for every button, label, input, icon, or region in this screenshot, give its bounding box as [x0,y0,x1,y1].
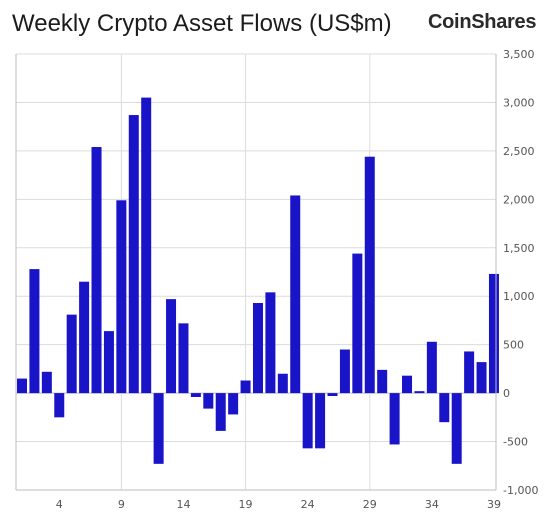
bar [240,380,251,394]
axis-layer: -1,000 -500 0 500 1,000 1,500 2,000 2,500 3,000 3… [15,48,538,511]
x-tick-label: 19 [239,498,253,511]
bar [476,362,487,394]
bar [29,269,40,394]
bar [91,147,102,394]
grid-layer [16,53,496,491]
bar [290,195,301,394]
bar [464,351,475,394]
bar [141,97,152,394]
y-tick-label: 3,000 [503,96,535,109]
bar [277,373,288,394]
y-tick-label: -1,000 [503,484,538,497]
bar [252,303,263,394]
bar [352,253,363,394]
bar-layer [17,97,499,464]
y-tick-label: 1,000 [503,290,535,303]
bar [178,323,189,394]
bar [451,393,462,464]
bar [128,115,139,394]
x-tick-label: 29 [363,498,377,511]
bar [79,281,90,394]
y-tick-label: -500 [503,436,528,449]
bar [17,378,27,394]
bar [215,393,226,431]
bar [364,156,375,394]
bar [426,341,437,394]
y-tick-label: 0 [503,387,510,400]
bar [402,375,413,394]
bar [315,393,326,449]
y-tick-label: 1,500 [503,242,535,255]
bar [54,393,65,418]
bar [190,393,201,397]
y-tick-label: 2,000 [503,193,535,206]
bar [166,299,177,394]
bar [389,393,400,445]
bar [228,393,239,415]
bar [103,331,114,394]
bar [116,200,127,394]
bar [41,371,52,394]
bar [203,393,214,409]
y-tick-label: 3,500 [503,48,535,61]
bar [339,349,350,394]
brand-logo: CoinShares [428,11,537,33]
bar [488,273,499,394]
y-tick-label: 2,500 [503,145,535,158]
chart-title: Weekly Crypto Asset Flows (US$m) [12,10,392,37]
bar [377,369,388,394]
x-tick-label: 24 [301,498,315,511]
bar [66,314,77,394]
bar [327,393,338,397]
y-tick-label: 500 [503,339,524,352]
x-tick-label: 14 [176,498,190,511]
x-tick-label: 34 [425,498,439,511]
bar [265,292,276,394]
bar [302,393,313,449]
bar [153,393,164,464]
x-tick-label: 9 [118,498,125,511]
bar [439,393,450,423]
x-tick-label: 4 [56,498,63,511]
bar [414,391,425,394]
x-tick-label: 39 [487,498,501,511]
